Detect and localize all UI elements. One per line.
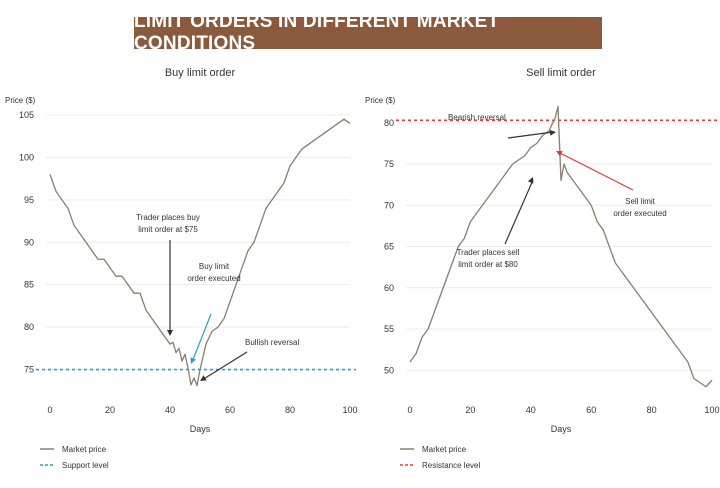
y-tick-label: 80 <box>384 118 394 128</box>
y-tick-label: 85 <box>24 280 34 290</box>
x-tick-label: 20 <box>465 405 475 415</box>
series-line <box>409 105 713 388</box>
page-title-banner: LIMIT ORDERS IN DIFFERENT MARKET CONDITI… <box>134 11 602 54</box>
y-tick-label: 80 <box>24 322 34 332</box>
annotation-text: order executed <box>613 209 666 218</box>
y-tick-label: 95 <box>24 195 34 205</box>
y-axis-label: Price ($) <box>365 96 396 105</box>
legend-label: Support level <box>62 461 109 470</box>
annotation-text: Trader places buy <box>136 213 200 222</box>
y-tick-label: 65 <box>384 242 394 252</box>
x-tick-label: 60 <box>225 405 235 415</box>
y-tick-label: 75 <box>384 159 394 169</box>
annotation-text: Trader places sell <box>457 248 520 257</box>
annotation-arrow <box>507 131 554 139</box>
y-tick-label: 75 <box>24 365 34 375</box>
annotation-text: order executed <box>187 274 240 283</box>
annotation-arrowhead <box>556 151 563 157</box>
annotation-text: limit order at $80 <box>458 260 518 269</box>
legend-label: Market price <box>422 445 467 454</box>
y-tick-label: 50 <box>384 365 394 375</box>
x-tick-label: 100 <box>342 405 357 415</box>
y-tick-label: 100 <box>19 152 34 162</box>
annotation-arrowhead <box>549 129 556 136</box>
x-tick-label: 20 <box>105 405 115 415</box>
x-axis-label: Days <box>190 424 211 434</box>
x-tick-label: 60 <box>586 405 596 415</box>
annotation-text: Buy limit <box>199 262 230 271</box>
annotation-arrowhead <box>200 375 207 381</box>
annotation-arrowhead <box>167 330 173 336</box>
x-tick-label: 80 <box>285 405 295 415</box>
x-tick-label: 80 <box>647 405 657 415</box>
x-tick-label: 100 <box>704 405 719 415</box>
chart-title: Buy limit order <box>165 67 236 79</box>
annotation-text: limit order at $75 <box>138 225 198 234</box>
legend-label: Market price <box>62 445 107 454</box>
annotation-arrowhead <box>527 177 534 184</box>
annotation-text: Bullish reversal <box>245 338 299 347</box>
x-tick-label: 40 <box>165 405 175 415</box>
annotation-arrow <box>201 351 248 381</box>
annotation-arrowhead <box>190 357 196 364</box>
x-tick-label: 0 <box>407 405 412 415</box>
annotation-arrow <box>191 313 212 363</box>
annotation-arrow <box>504 179 534 245</box>
chart-title: Sell limit order <box>526 67 596 79</box>
legend-label: Resistance level <box>422 461 480 470</box>
y-tick-label: 70 <box>384 200 394 210</box>
y-tick-label: 90 <box>24 237 34 247</box>
y-axis-label: Price ($) <box>5 96 36 105</box>
annotation-text: Sell limit <box>625 197 656 206</box>
annotation-arrow <box>557 151 634 191</box>
y-tick-label: 60 <box>384 283 394 293</box>
x-tick-label: 0 <box>47 405 52 415</box>
x-axis-label: Days <box>551 424 572 434</box>
y-tick-label: 105 <box>19 110 34 120</box>
annotation-text: Bearish reversal <box>448 113 506 122</box>
x-tick-label: 40 <box>526 405 536 415</box>
y-tick-label: 55 <box>384 324 394 334</box>
series-line <box>49 118 351 387</box>
